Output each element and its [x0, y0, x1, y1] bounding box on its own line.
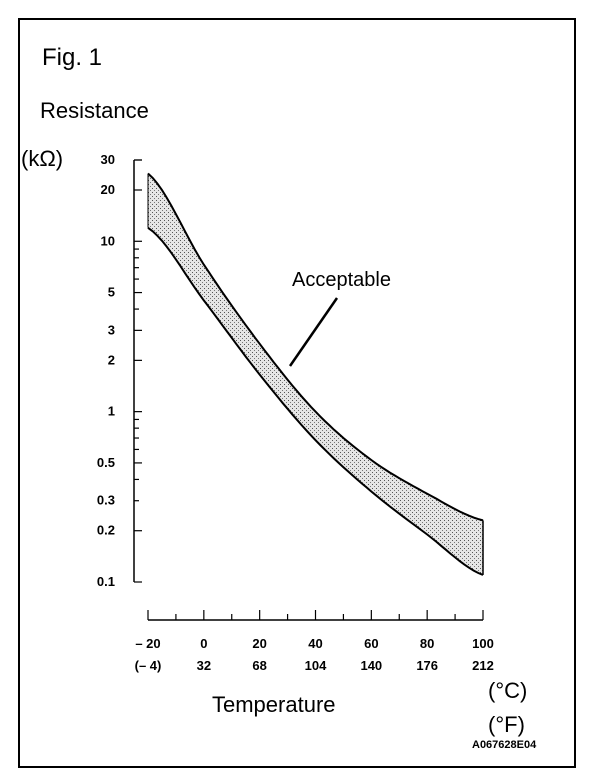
y-tick-label-layer: 30 20 10 5 3 2 1 0.5 0.3 0.2 0.1: [97, 152, 115, 589]
y-axis-unit: (kΩ): [21, 148, 63, 170]
x-tick-label-fahrenheit: 68: [252, 658, 266, 673]
x-tick-label-celsius: – 20: [135, 636, 160, 651]
y-tick-label: 30: [101, 152, 115, 167]
x-tick-label-fahrenheit: 32: [197, 658, 211, 673]
acceptable-leader-line: [290, 298, 337, 366]
x-tick-label-fahrenheit: (– 4): [135, 658, 162, 673]
y-tick-label: 3: [108, 322, 115, 337]
x-tick-label-celsius: 80: [420, 636, 434, 651]
axis-layer: [134, 160, 483, 620]
y-tick-label: 20: [101, 182, 115, 197]
x-tick-label-fahrenheit: 176: [416, 658, 438, 673]
y-axis-title: Resistance: [40, 100, 149, 122]
x-tick-label-layer: – 20 (– 4) 0 32 20 68 40 104 60 140 80 176 100 212: [135, 636, 494, 673]
x-unit-celsius: (°C): [488, 680, 527, 702]
x-tick-label-celsius: 0: [200, 636, 207, 651]
x-tick-label-celsius: 40: [308, 636, 322, 651]
y-tick-label: 0.2: [97, 523, 115, 538]
x-tick-label-celsius: 20: [252, 636, 266, 651]
reference-code: A067628E04: [472, 740, 536, 751]
acceptable-annotation: Acceptable: [292, 270, 391, 290]
x-tick-label-fahrenheit: 212: [472, 658, 494, 673]
x-tick-label-celsius: 60: [364, 636, 378, 651]
y-tick-label: 5: [108, 285, 115, 300]
y-tick-label: 0.1: [97, 574, 115, 589]
y-tick-label: 0.5: [97, 455, 115, 470]
y-tick-label: 10: [101, 233, 115, 248]
figure-label: Fig. 1: [42, 46, 102, 70]
x-axis-title: Temperature: [212, 694, 336, 716]
acceptable-band-layer: [148, 174, 483, 575]
y-tick-label: 2: [108, 352, 115, 367]
x-tick-label-fahrenheit: 140: [360, 658, 382, 673]
x-tick-label-celsius: 100: [472, 636, 494, 651]
y-tick-label: 0.3: [97, 493, 115, 508]
acceptable-band: [148, 174, 483, 575]
upper-limit-curve: [148, 174, 483, 521]
x-tick-label-fahrenheit: 104: [305, 658, 327, 673]
y-tick-label: 1: [108, 404, 115, 419]
x-unit-fahrenheit: (°F): [488, 714, 525, 736]
